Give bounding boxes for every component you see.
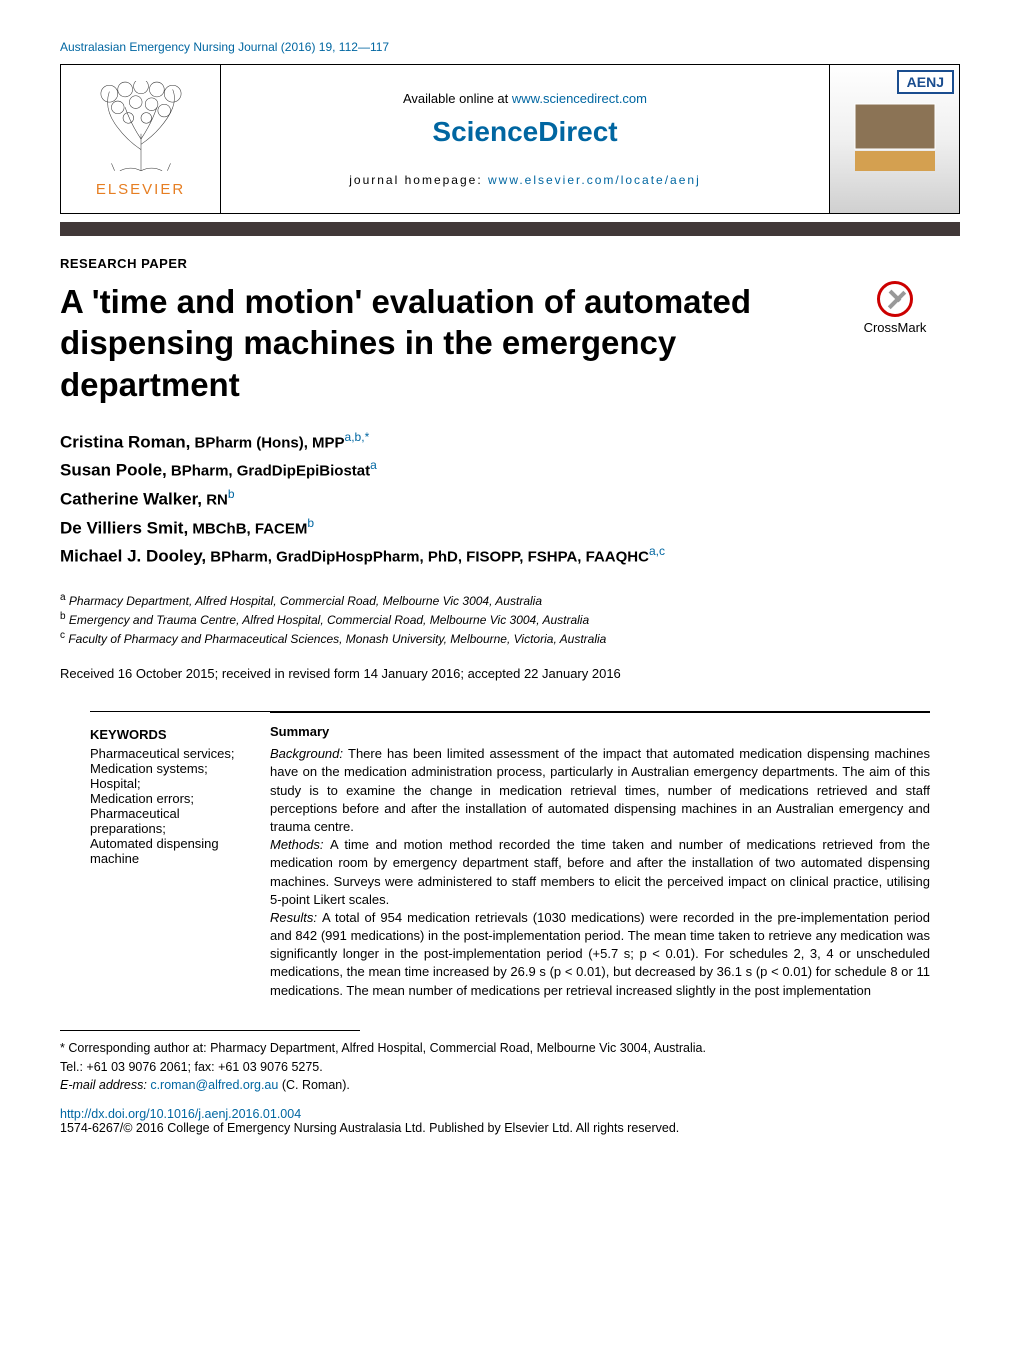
authors-block: Cristina Roman, BPharm (Hons), MPPa,b,* … [60,430,960,567]
available-text: Available online at [403,91,512,106]
affiliations-block: a Pharmacy Department, Alfred Hospital, … [60,592,960,646]
results-text: A total of 954 medication retrievals (10… [270,910,930,998]
sciencedirect-url[interactable]: www.sciencedirect.com [512,91,647,106]
elsevier-logo-cell: ELSEVIER [61,65,221,213]
author-name: Michael J. Dooley, [60,547,206,566]
homepage-label: journal homepage: [349,173,488,187]
author-affil: b [307,516,314,530]
doi-link[interactable]: http://dx.doi.org/10.1016/j.aenj.2016.01… [60,1107,301,1121]
elsevier-label: ELSEVIER [96,181,185,198]
running-head: Australasian Emergency Nursing Journal (… [60,40,960,54]
footnote-rule [60,1030,360,1031]
methods-label: Methods: [270,837,330,852]
keywords-list: Pharmaceutical services; Medication syst… [90,746,250,866]
abstract-box: KEYWORDS Pharmaceutical services; Medica… [90,711,930,1000]
author-degrees: BPharm (Hons), MPP [190,434,344,451]
author-degrees: RN [202,492,228,509]
corresponding-author: * Corresponding author at: Pharmacy Depa… [60,1039,960,1058]
email-name: (C. Roman). [278,1078,350,1092]
author-name: Susan Poole, [60,461,167,480]
author-line: Michael J. Dooley, BPharm, GradDipHospPh… [60,544,960,567]
methods-text: A time and motion method recorded the ti… [270,837,930,907]
affil-text: Emergency and Trauma Centre, Alfred Hosp… [66,613,590,627]
author-line: Catherine Walker, RNb [60,487,960,510]
email-label: E-mail address: [60,1078,150,1092]
results-label: Results: [270,910,322,925]
article-dates: Received 16 October 2015; received in re… [60,666,960,681]
summary-column: Summary Background: There has been limit… [270,712,930,1000]
keywords-heading: KEYWORDS [90,727,250,742]
article-title: A 'time and motion' evaluation of automa… [60,281,810,405]
paper-type: RESEARCH PAPER [60,256,960,271]
affiliation-line: a Pharmacy Department, Alfred Hospital, … [60,592,960,608]
elsevier-tree-icon [86,81,196,176]
journal-homepage: journal homepage: www.elsevier.com/locat… [231,173,819,187]
journal-cover-icon [845,99,945,179]
affil-text: Pharmacy Department, Alfred Hospital, Co… [66,594,542,608]
background-label: Background: [270,746,348,761]
crossmark-label: CrossMark [864,320,927,335]
footnote-block: * Corresponding author at: Pharmacy Depa… [60,1039,960,1095]
affil-text: Faculty of Pharmacy and Pharmaceutical S… [65,632,606,646]
email-line: E-mail address: c.roman@alfred.org.au (C… [60,1076,960,1095]
header-center: Available online at www.sciencedirect.co… [221,81,829,197]
keywords-column: KEYWORDS Pharmaceutical services; Medica… [90,727,270,1000]
journal-cover-cell: AENJ [829,65,959,213]
thick-rule [60,222,960,236]
crossmark-icon [877,281,913,317]
author-degrees: MBChB, FACEM [188,520,307,537]
running-head-link[interactable]: Australasian Emergency Nursing Journal (… [60,40,389,54]
crossmark-widget[interactable]: CrossMark [830,281,960,335]
affiliation-line: b Emergency and Trauma Centre, Alfred Ho… [60,611,960,627]
copyright-line: 1574-6267/© 2016 College of Emergency Nu… [60,1121,960,1135]
author-line: De Villiers Smit, MBChB, FACEMb [60,516,960,539]
author-name: Cristina Roman, [60,432,190,451]
author-affil: a [370,458,377,472]
author-affil: a,b, [345,430,365,444]
homepage-link[interactable]: www.elsevier.com/locate/aenj [488,173,701,187]
doi-line: http://dx.doi.org/10.1016/j.aenj.2016.01… [60,1107,960,1121]
journal-acronym: AENJ [897,70,954,94]
summary-body: Background: There has been limited asses… [270,745,930,1000]
telephone: Tel.: +61 03 9076 2061; fax: +61 03 9076… [60,1058,960,1077]
author-affil: b [228,487,235,501]
background-text: There has been limited assessment of the… [270,746,930,834]
author-line: Susan Poole, BPharm, GradDipEpiBiostata [60,458,960,481]
author-affil: a,c [649,544,665,558]
author-line: Cristina Roman, BPharm (Hons), MPPa,b,* [60,430,960,453]
available-online: Available online at www.sciencedirect.co… [231,91,819,106]
sciencedirect-logo: ScienceDirect [231,116,819,148]
header-box: ELSEVIER Available online at www.science… [60,64,960,214]
email-link[interactable]: c.roman@alfred.org.au [150,1078,278,1092]
author-corr: * [365,430,370,444]
author-degrees: BPharm, GradDipHospPharm, PhD, FISOPP, F… [206,549,649,566]
author-name: De Villiers Smit, [60,518,188,537]
affiliation-line: c Faculty of Pharmacy and Pharmaceutical… [60,630,960,646]
summary-heading: Summary [270,723,930,741]
author-name: Catherine Walker, [60,490,202,509]
author-degrees: BPharm, GradDipEpiBiostat [167,463,370,480]
